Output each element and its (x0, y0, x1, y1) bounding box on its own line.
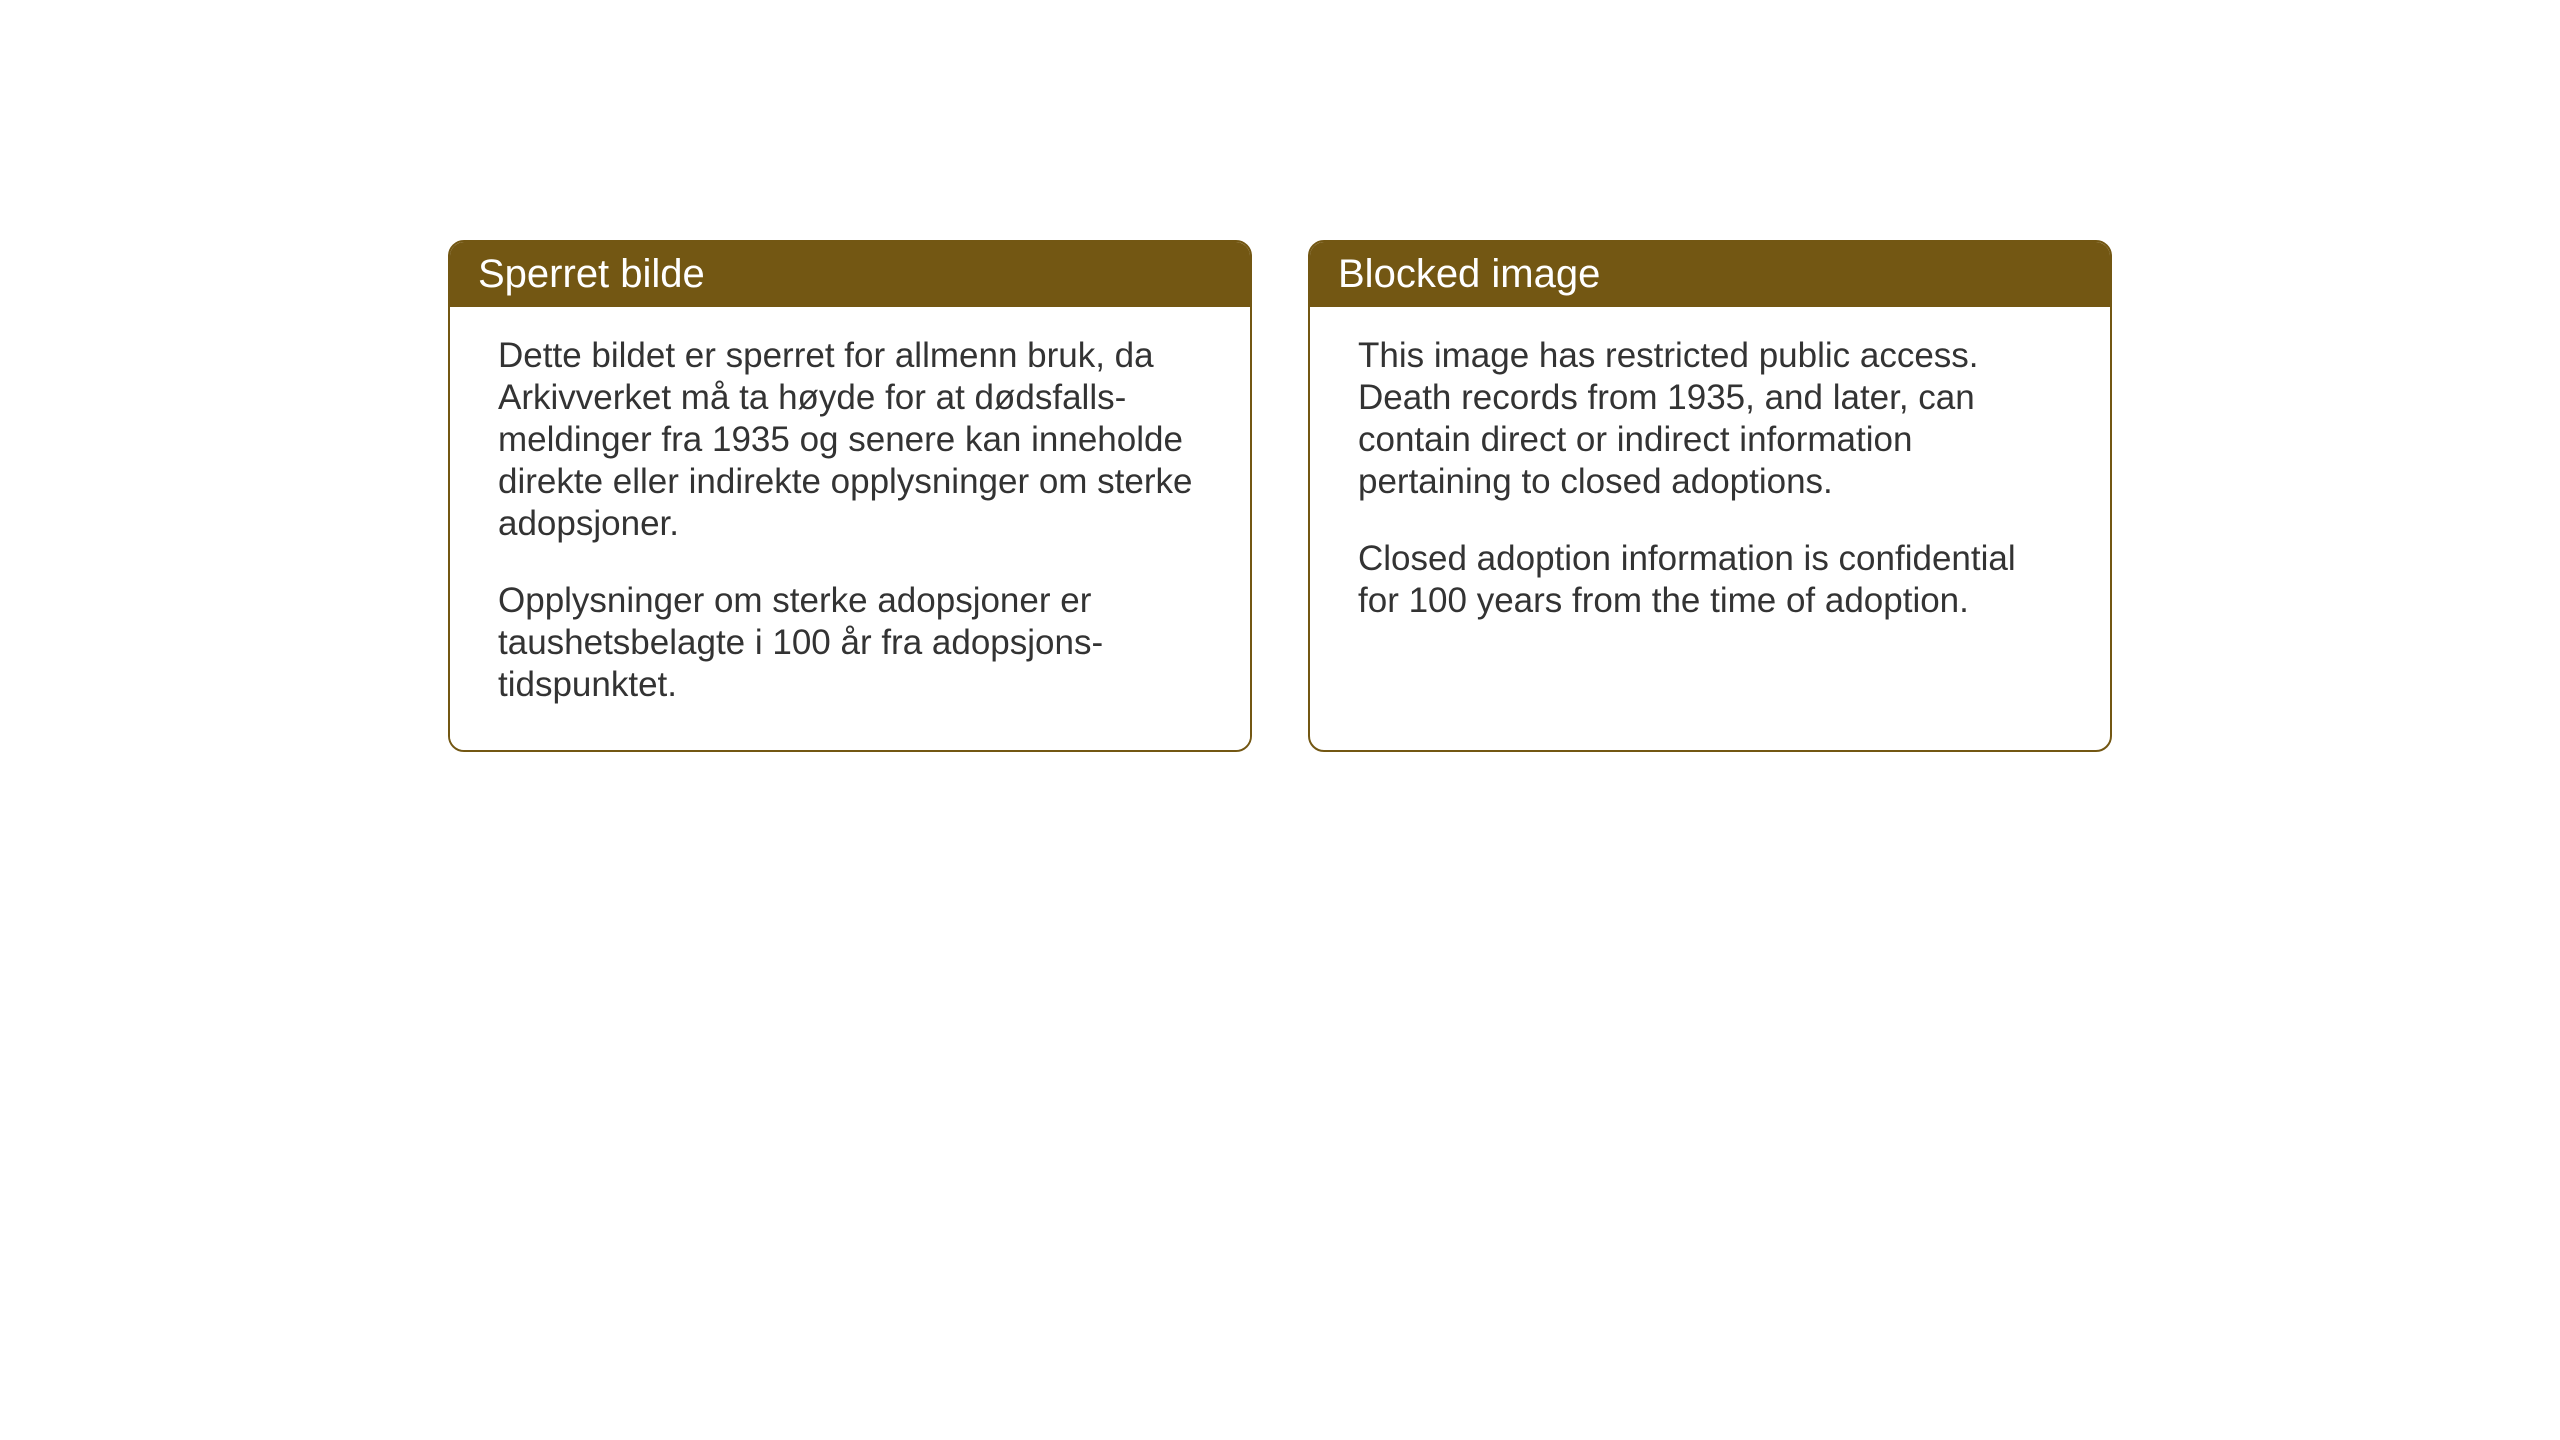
english-card-body: This image has restricted public access.… (1310, 307, 2110, 666)
english-paragraph-2: Closed adoption information is confident… (1358, 538, 2062, 622)
notice-container: Sperret bilde Dette bildet er sperret fo… (448, 240, 2112, 752)
norwegian-paragraph-2: Opplysninger om sterke adopsjoner er tau… (498, 580, 1202, 706)
norwegian-card-title: Sperret bilde (478, 252, 705, 296)
norwegian-card-header: Sperret bilde (450, 242, 1250, 307)
english-notice-card: Blocked image This image has restricted … (1308, 240, 2112, 752)
norwegian-notice-card: Sperret bilde Dette bildet er sperret fo… (448, 240, 1252, 752)
english-card-title: Blocked image (1338, 252, 1600, 296)
english-card-header: Blocked image (1310, 242, 2110, 307)
norwegian-card-body: Dette bildet er sperret for allmenn bruk… (450, 307, 1250, 750)
english-paragraph-1: This image has restricted public access.… (1358, 335, 2062, 503)
norwegian-paragraph-1: Dette bildet er sperret for allmenn bruk… (498, 335, 1202, 545)
